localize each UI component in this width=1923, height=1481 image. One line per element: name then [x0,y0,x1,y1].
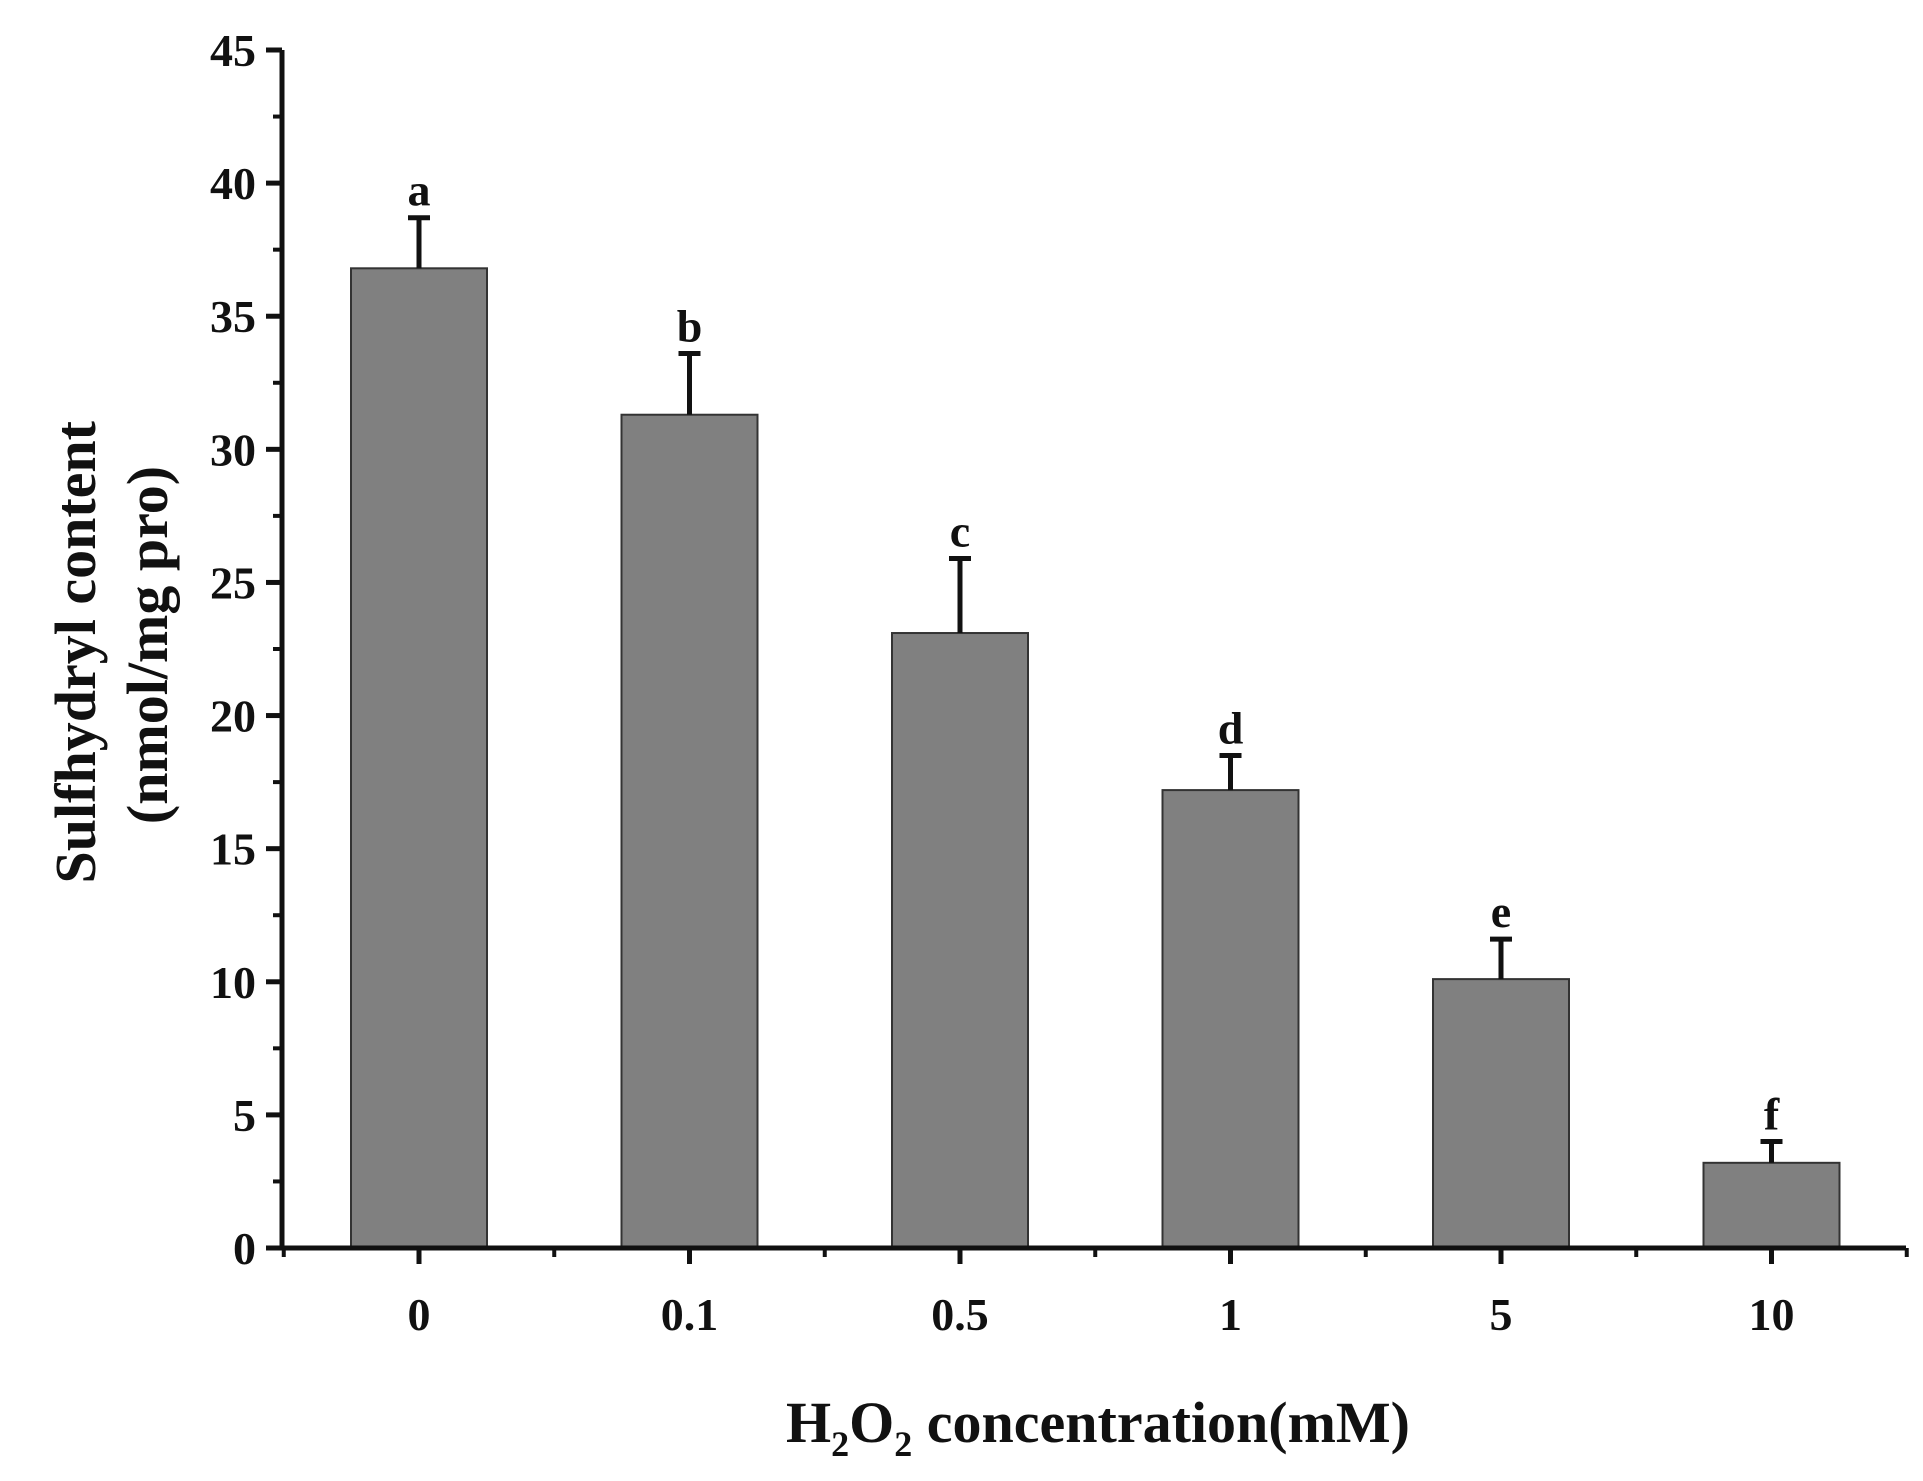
y-axis-title-line1: Sulfhydryl content [43,420,108,883]
x-axis-title-sub2: 2 [894,1424,912,1464]
significance-label: f [1764,1089,1780,1140]
y-tick-label: 40 [210,158,256,209]
y-tick-label: 25 [210,557,256,608]
y-tick-label: 45 [210,25,256,76]
x-tick-label: 0 [408,1289,431,1340]
bar [1161,789,1300,1249]
x-axis-title-sub1: 2 [831,1424,849,1464]
y-tick-label: 5 [233,1090,256,1141]
x-axis-title-rest: concentration(mM) [912,1390,1410,1455]
error-bars-group [408,215,1783,1163]
y-tick-label: 30 [210,424,256,475]
bar [350,267,488,1249]
x-ticks-group: 0 0.1 0.5 1 5 10 [281,1248,1909,1340]
y-tick-label: 35 [210,291,256,342]
significance-label: b [677,300,703,351]
x-tick-label: 0.5 [931,1289,989,1340]
significance-label: e [1491,886,1511,937]
x-axis-title-o: O [849,1390,894,1455]
x-tick-label: 5 [1490,1289,1513,1340]
x-axis-title-h: H [786,1390,831,1455]
axes-group [279,50,1906,1251]
x-tick-label: 1 [1219,1289,1242,1340]
y-ticks-group: 0 5 10 15 20 25 30 35 40 45 [210,25,282,1274]
y-axis-title: Sulfhydryl content (nmol/mg pro) [43,407,180,884]
significance-label: d [1218,702,1244,753]
y-tick-label: 0 [233,1223,256,1274]
x-tick-label: 10 [1749,1289,1795,1340]
bar [1702,1161,1841,1249]
significance-label: c [950,505,970,556]
y-axis-title-line2: (nmol/mg pro) [115,466,180,824]
bar [891,632,1029,1249]
bar [620,413,759,1250]
y-tick-label: 15 [210,824,256,875]
y-tick-label: 20 [210,691,256,742]
y-tick-label: 10 [210,957,256,1008]
x-axis-title: H2O2 concentration(mM) [786,1390,1410,1464]
x-tick-label: 0.1 [661,1289,719,1340]
bars-group [350,267,1841,1250]
significance-label: a [408,165,431,216]
bar [1432,978,1570,1249]
significance-labels-group: a b c d e f [408,165,1780,1140]
